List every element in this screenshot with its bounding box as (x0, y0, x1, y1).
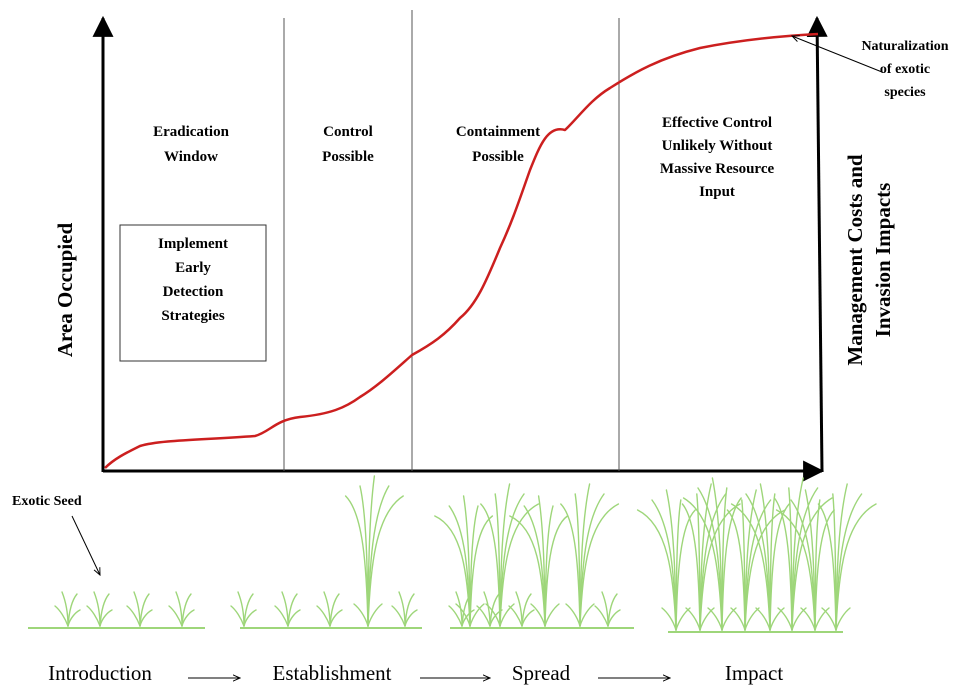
sprout-introduction-0 (54, 591, 81, 627)
stage-label-establishment: Establishment (273, 661, 392, 685)
tall-plant-impact-0 (636, 489, 696, 631)
zone-label-effective-line1: Effective Control (662, 115, 772, 131)
stage-label-spread: Spread (512, 661, 571, 685)
stage-label-impact: Impact (725, 661, 783, 685)
tall-plant-impact-1 (681, 483, 741, 631)
early-detection-line3: Detection (163, 284, 224, 300)
sprout-establishment-3 (391, 591, 418, 627)
y-axis-label-right: Management Costs and Invasion Impacts (843, 154, 895, 365)
zone-label-control-line2: Possible (322, 149, 374, 165)
tall-plant-establishment (344, 475, 404, 627)
tall-plant-impact-5 (773, 477, 833, 631)
sprout-spread-2 (508, 591, 535, 627)
sprout-introduction-1 (86, 591, 113, 627)
naturalization-line3: species (884, 85, 926, 100)
tall-plant-impact-2 (682, 477, 742, 631)
tall-plant-impact-6 (775, 489, 835, 631)
zone-label-eradication-line1: Eradication (153, 124, 229, 140)
naturalization-line1: Naturalization (861, 39, 948, 54)
early-detection-line1: Implement (158, 236, 228, 252)
sprout-spread-3 (594, 591, 621, 627)
zone-label-effective-line2: Unlikely Without (662, 138, 773, 154)
right-y-axis (806, 15, 828, 473)
tall-plant-spread-0 (434, 495, 494, 627)
stage-label-introduction: Introduction (48, 661, 152, 685)
early-detection-line2: Early (175, 260, 211, 276)
zone-label-containment-line2: Possible (472, 149, 524, 165)
y-axis-label-left: Area Occupied (53, 223, 77, 358)
sprout-introduction-3 (168, 591, 195, 627)
tall-plant-spread-3 (560, 483, 620, 627)
tall-plant-impact-7 (817, 483, 877, 631)
y-axis-label-right-line2: Invasion Impacts (871, 183, 895, 338)
exotic-seed-label: Exotic Seed (12, 494, 82, 509)
naturalization-arrow (792, 36, 883, 73)
zone-label-effective-line3: Massive Resource (660, 161, 775, 177)
early-detection-box (119, 224, 267, 362)
sprout-establishment-0 (230, 591, 257, 627)
naturalization-line2: of exotic (880, 62, 930, 77)
y-axis-label-right-line1: Management Costs and (843, 154, 867, 365)
sprout-establishment-2 (316, 591, 343, 627)
tall-plant-impact-4 (730, 483, 790, 631)
tall-plant-spread-2 (509, 495, 569, 627)
sprout-establishment-1 (274, 591, 301, 627)
plant-illustrations (54, 475, 877, 631)
tall-plant-spread-1 (480, 483, 540, 627)
zone-label-control-line1: Control (323, 124, 373, 140)
early-detection-line4: Strategies (161, 308, 224, 324)
zone-label-containment-line1: Containment (456, 124, 540, 140)
invasion-curve (104, 32, 819, 469)
zone-label-eradication-line2: Window (164, 149, 218, 165)
sprout-introduction-2 (126, 591, 153, 627)
tall-plant-impact-3 (726, 489, 786, 631)
exotic-seed-arrow (71, 515, 100, 575)
zone-label-effective-line4: Input (699, 184, 735, 200)
